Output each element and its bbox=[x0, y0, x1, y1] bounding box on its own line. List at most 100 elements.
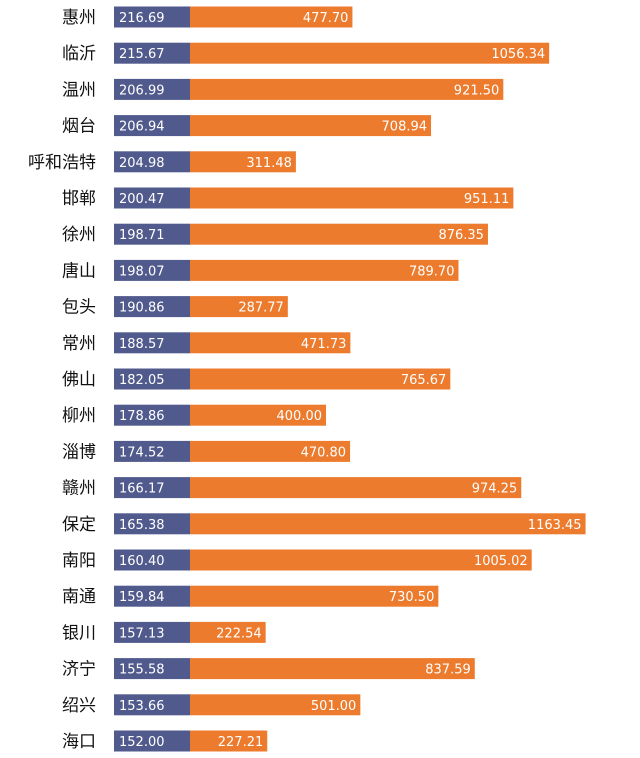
data-label-series1: 188.57 bbox=[119, 337, 165, 352]
data-label-series2: 227.21 bbox=[218, 735, 264, 750]
data-label-series2: 311.48 bbox=[246, 156, 292, 171]
data-label-series2: 951.11 bbox=[464, 192, 510, 207]
bar-series2 bbox=[190, 259, 459, 281]
bar-series1 bbox=[114, 368, 190, 390]
bar-series1 bbox=[114, 440, 190, 462]
bar-series2 bbox=[190, 187, 514, 209]
bar-series2 bbox=[190, 42, 550, 64]
data-label-series2: 1056.34 bbox=[491, 47, 545, 62]
data-label-series1: 165.38 bbox=[119, 518, 165, 533]
category-label: 保定 bbox=[62, 515, 96, 535]
bar-series1 bbox=[114, 332, 190, 354]
bar-series1 bbox=[114, 730, 190, 752]
category-label: 柳州 bbox=[62, 406, 96, 426]
bar-series2 bbox=[190, 6, 353, 28]
bar-series2 bbox=[190, 477, 522, 499]
category-label: 常州 bbox=[62, 334, 96, 354]
bar-series2 bbox=[190, 404, 326, 426]
data-label-series1: 155.58 bbox=[119, 663, 165, 678]
category-label: 淄博 bbox=[62, 442, 96, 462]
bar-series2 bbox=[190, 332, 351, 354]
data-label-series2: 789.70 bbox=[409, 264, 455, 279]
data-label-series1: 153.66 bbox=[119, 699, 165, 714]
data-label-series1: 215.67 bbox=[119, 47, 165, 62]
bar-series2 bbox=[190, 440, 351, 462]
data-label-series2: 730.50 bbox=[389, 590, 435, 605]
bar-series1 bbox=[114, 549, 190, 571]
bar-series2 bbox=[190, 585, 439, 607]
category-label: 南通 bbox=[62, 587, 96, 607]
bar-series1 bbox=[114, 621, 190, 643]
data-label-series2: 222.54 bbox=[216, 626, 262, 641]
data-label-series1: 157.13 bbox=[119, 626, 165, 641]
data-label-series2: 470.80 bbox=[301, 445, 347, 460]
category-label: 佛山 bbox=[62, 370, 96, 390]
category-label: 邯郸 bbox=[62, 189, 96, 209]
data-label-series2: 471.73 bbox=[301, 337, 347, 352]
bar-series1 bbox=[114, 513, 190, 535]
data-label-series1: 160.40 bbox=[119, 554, 165, 569]
category-label: 绍兴 bbox=[62, 696, 96, 716]
bar-series1 bbox=[114, 296, 190, 318]
data-label-series1: 200.47 bbox=[119, 192, 165, 207]
data-label-series1: 206.99 bbox=[119, 83, 165, 98]
category-label: 南阳 bbox=[62, 551, 96, 571]
data-label-series1: 166.17 bbox=[119, 482, 165, 497]
category-label: 温州 bbox=[62, 80, 96, 100]
data-label-series1: 152.00 bbox=[119, 735, 165, 750]
bar-series2 bbox=[190, 549, 532, 571]
data-label-series2: 1005.02 bbox=[474, 554, 528, 569]
data-label-series1: 182.05 bbox=[119, 373, 165, 388]
category-label: 临沂 bbox=[62, 44, 96, 64]
bar-series2 bbox=[190, 694, 361, 716]
bar-series1 bbox=[114, 6, 190, 28]
bar-series1 bbox=[114, 658, 190, 680]
bar-series2 bbox=[190, 296, 288, 318]
data-label-series1: 198.71 bbox=[119, 228, 165, 243]
bar-series2 bbox=[190, 730, 268, 752]
bar-series1 bbox=[114, 259, 190, 281]
category-label: 银川 bbox=[62, 623, 96, 643]
bar-series2 bbox=[190, 658, 475, 680]
data-label-series1: 198.07 bbox=[119, 264, 165, 279]
bar-series2 bbox=[190, 621, 266, 643]
bar-series1 bbox=[114, 585, 190, 607]
bar-series2 bbox=[190, 223, 488, 245]
data-label-series1: 190.86 bbox=[119, 301, 165, 316]
bar-series1 bbox=[114, 115, 190, 137]
data-label-series1: 216.69 bbox=[119, 11, 165, 26]
data-label-series1: 206.94 bbox=[119, 120, 165, 135]
data-label-series2: 1163.45 bbox=[528, 518, 582, 533]
bar-series2 bbox=[190, 151, 296, 173]
bar-series2 bbox=[190, 368, 451, 390]
data-label-series2: 876.35 bbox=[438, 228, 484, 243]
data-label-series1: 159.84 bbox=[119, 590, 165, 605]
data-label-series2: 477.70 bbox=[303, 11, 349, 26]
bar-series1 bbox=[114, 477, 190, 499]
category-label: 烟台 bbox=[62, 117, 96, 137]
bar-series2 bbox=[190, 115, 432, 137]
bar-series1 bbox=[114, 151, 190, 173]
data-label-series1: 204.98 bbox=[119, 156, 165, 171]
category-label: 惠州 bbox=[62, 8, 96, 28]
data-label-series2: 400.00 bbox=[277, 409, 323, 424]
bar-series2 bbox=[190, 78, 504, 100]
data-label-series2: 974.25 bbox=[472, 482, 518, 497]
bar-series1 bbox=[114, 187, 190, 209]
data-label-series2: 765.67 bbox=[401, 373, 447, 388]
bar-series1 bbox=[114, 404, 190, 426]
data-label-series2: 837.59 bbox=[425, 663, 471, 678]
category-label: 赣州 bbox=[62, 479, 96, 499]
bar-series1 bbox=[114, 223, 190, 245]
category-label: 呼和浩特 bbox=[28, 153, 96, 173]
bar-series1 bbox=[114, 694, 190, 716]
data-label-series2: 921.50 bbox=[454, 83, 500, 98]
category-label: 唐山 bbox=[62, 260, 96, 281]
data-label-series2: 287.77 bbox=[238, 301, 284, 316]
data-label-series2: 501.00 bbox=[311, 699, 357, 714]
bar-series1 bbox=[114, 78, 190, 100]
bar-series1 bbox=[114, 42, 190, 64]
category-label: 徐州 bbox=[62, 225, 96, 245]
